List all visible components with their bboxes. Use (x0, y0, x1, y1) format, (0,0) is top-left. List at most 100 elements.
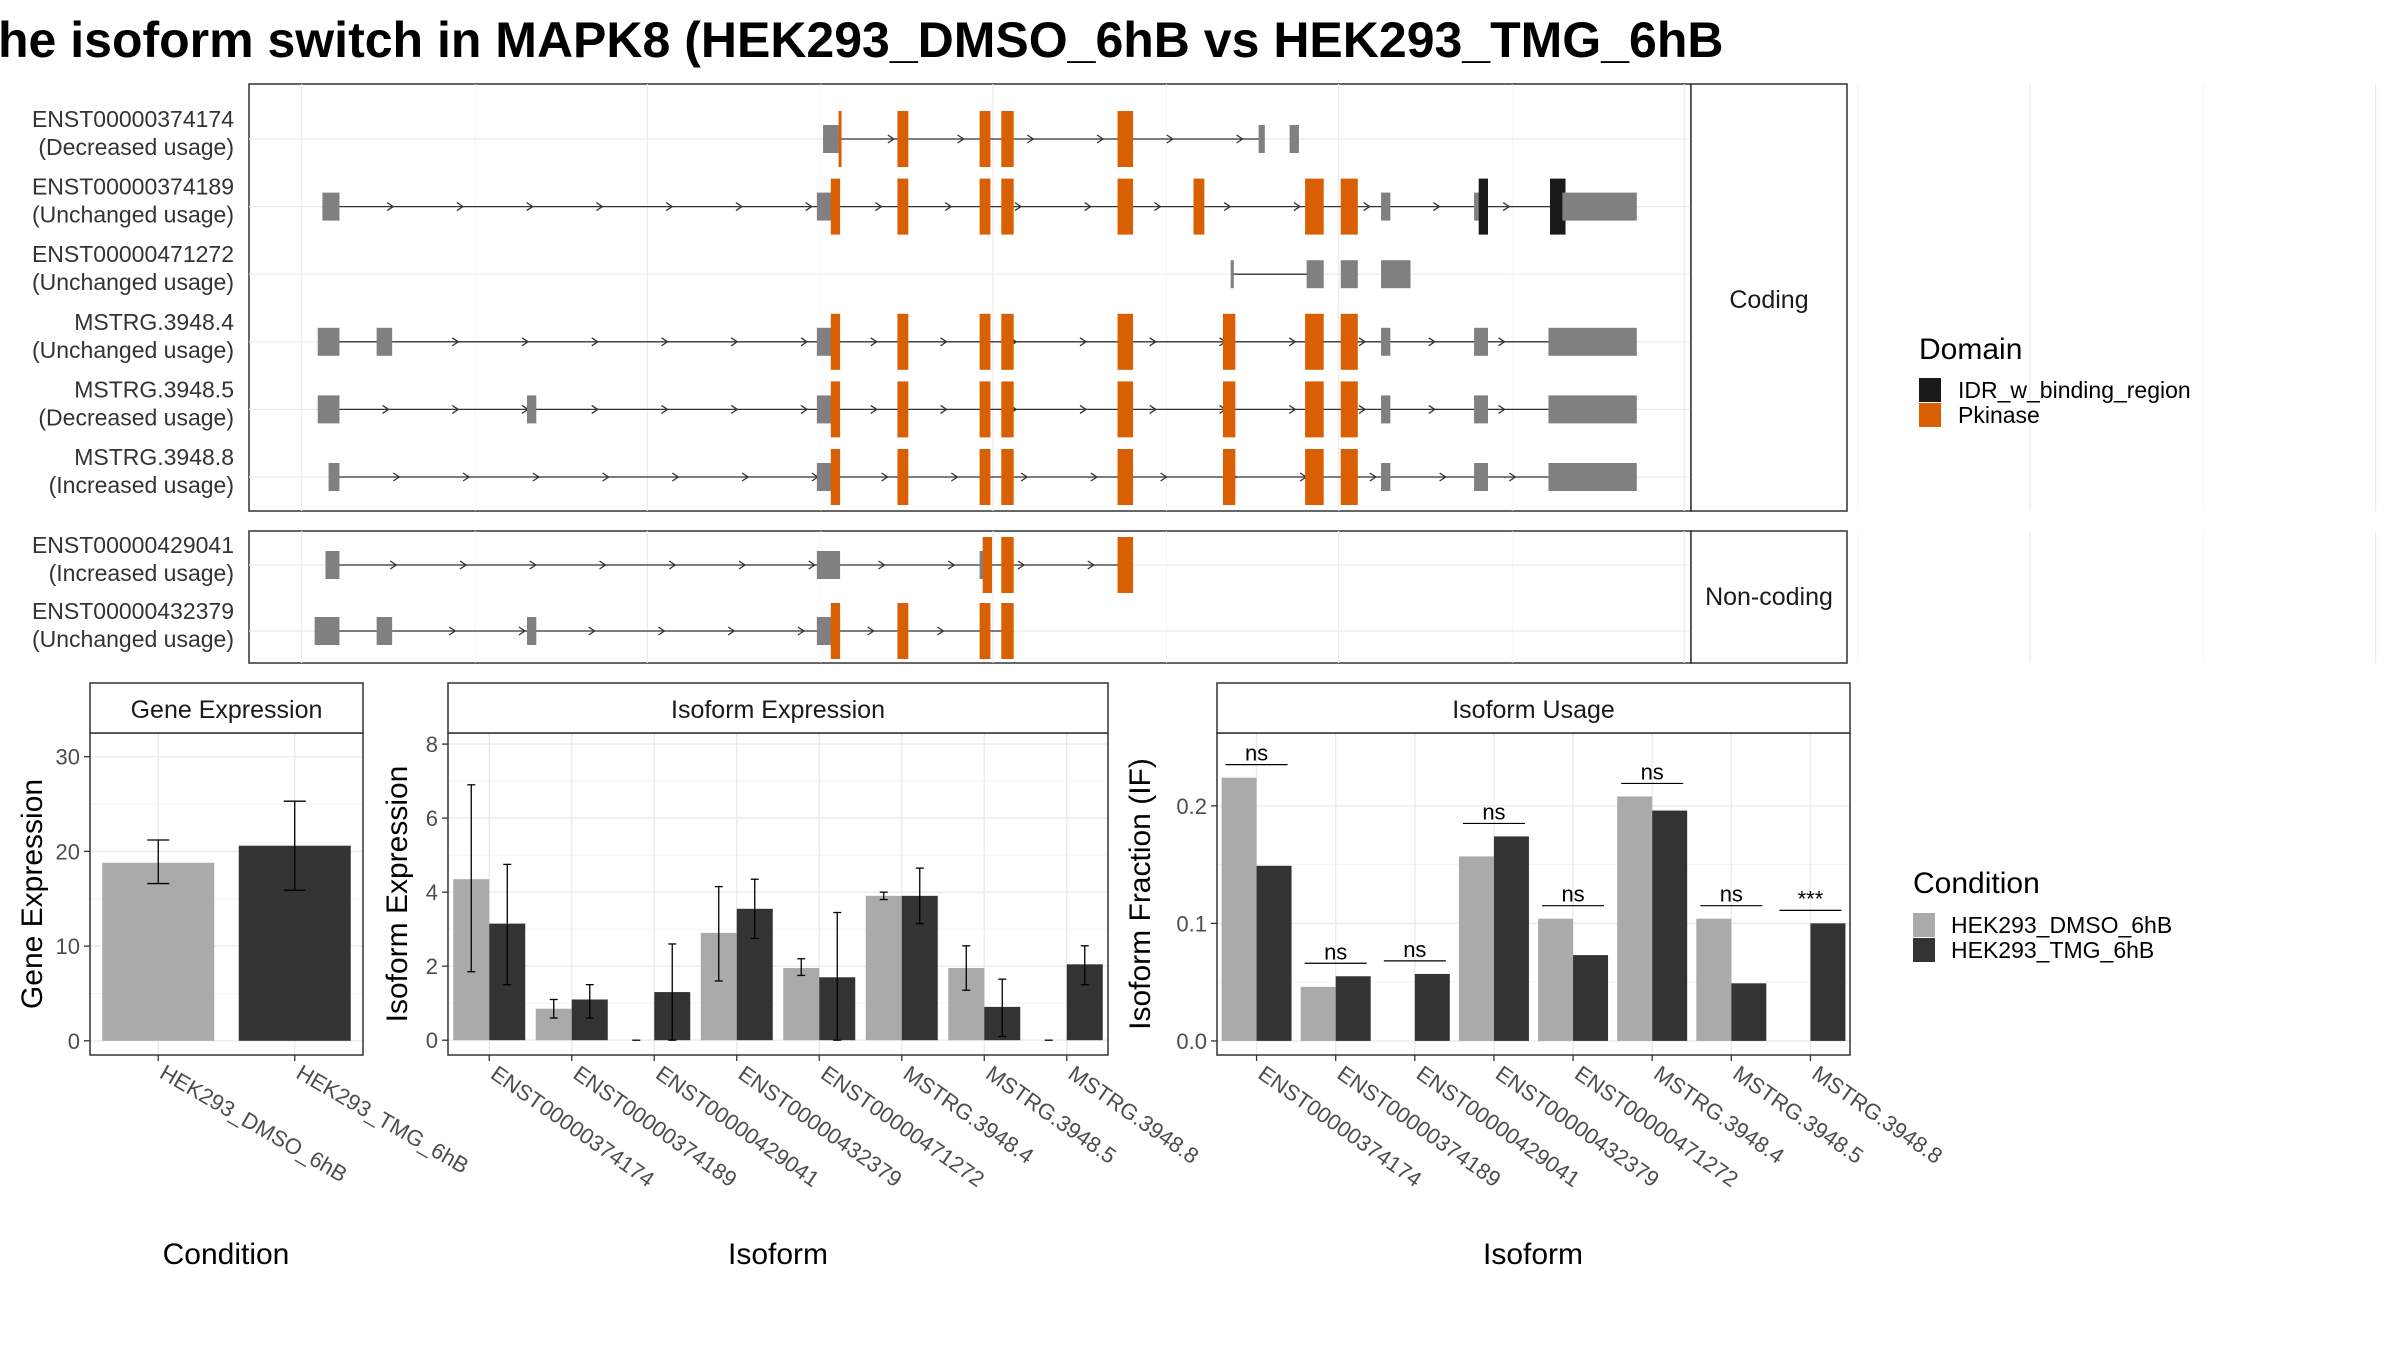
x-tick-label: MSTRG.3948.4 (1649, 1061, 1789, 1169)
intron-arrow (730, 337, 739, 347)
transcript-usage-label: (Unchanged usage) (32, 202, 234, 228)
chart-plot-area (448, 733, 1108, 1055)
pkinase-domain (897, 313, 909, 370)
bar (1696, 918, 1732, 1041)
y-tick-label: 2 (426, 954, 438, 979)
transcript-row: ENST00000429041(Increased usage) (32, 532, 1691, 593)
significance-label: ns (1324, 939, 1347, 964)
intron-arrow (518, 626, 527, 636)
exon-block (823, 125, 839, 153)
intron-arrow (1428, 337, 1436, 347)
intron-arrow (947, 560, 956, 570)
exon-block (816, 551, 841, 579)
y-tick-label: 10 (56, 934, 80, 959)
bar (1414, 973, 1450, 1041)
expression-charts: 0102030HEK293_DMSO_6hBHEK293_TMG_6hBGene… (16, 682, 1947, 1271)
exon-block (1474, 395, 1488, 424)
significance-label: ns (1403, 937, 1426, 962)
intron-arrow (1014, 202, 1023, 212)
transcript-usage-label: (Decreased usage) (38, 134, 234, 160)
bar (1617, 796, 1653, 1041)
pkinase-domain (897, 449, 909, 505)
exon-block (1340, 260, 1358, 289)
exon-block (1306, 260, 1324, 289)
intron-arrow (870, 404, 878, 414)
pkinase-domain (1117, 381, 1134, 438)
y-tick-label: 0 (426, 1028, 438, 1053)
intron-arrow (1154, 202, 1162, 212)
intron-arrow (668, 560, 677, 570)
pkinase-domain (1001, 313, 1014, 370)
significance-label: ns (1641, 759, 1664, 784)
intron-arrow (738, 560, 747, 570)
intron-arrow (730, 404, 739, 414)
bar (1458, 856, 1494, 1041)
pkinase-domain (897, 178, 909, 235)
pkinase-domain (830, 381, 841, 438)
y-axis-title: Isoform Expression (381, 766, 414, 1023)
intron-arrow (870, 337, 878, 347)
intron-arrow (940, 404, 948, 414)
transcript-usage-label: (Increased usage) (49, 472, 234, 498)
y-tick-label: 20 (56, 839, 80, 864)
pkinase-domain (1340, 449, 1358, 505)
intron-arrow (448, 626, 457, 636)
exon-block (1381, 192, 1391, 221)
intron-arrow (1288, 337, 1297, 347)
exon-block (322, 192, 340, 221)
exon-block (1474, 327, 1488, 356)
intron-arrow (532, 472, 541, 482)
intron-arrow (797, 626, 806, 636)
intron-arrow (451, 337, 460, 347)
intron-arrow (887, 134, 895, 144)
pkinase-domain (1340, 178, 1358, 235)
pkinase-domain (897, 603, 909, 659)
chart-panel: 0.00.10.2nsENST00000374174nsENST00000374… (1124, 682, 1947, 1271)
pkinase-domain (1117, 111, 1134, 167)
bar (1300, 986, 1336, 1041)
intron-arrow (1428, 404, 1436, 414)
chart-strip (447, 682, 1109, 734)
intron-arrow (1236, 134, 1244, 144)
pkinase-domain (1001, 381, 1014, 438)
intron-arrow (1508, 472, 1517, 482)
intron-arrow (727, 626, 736, 636)
transcript-id-label: ENST00000471272 (32, 241, 234, 267)
transcript-row: MSTRG.3948.8(Increased usage) (49, 444, 1691, 505)
pkinase-domain (979, 603, 991, 659)
coding-panel-frame (248, 83, 1692, 512)
pkinase-domain (830, 178, 841, 235)
pkinase-domain (897, 381, 909, 438)
pkinase-domain (1305, 313, 1324, 370)
intron-arrow (1363, 202, 1371, 212)
noncoding-strip (1690, 530, 1848, 664)
exon-block (376, 617, 393, 645)
exon-block (1381, 260, 1411, 289)
coding-strip (1690, 83, 1848, 512)
legend-label-tmg: HEK293_TMG_6hB (1951, 937, 2154, 963)
intron-arrow (1166, 134, 1174, 144)
pkinase-domain (1117, 178, 1134, 235)
intron-arrow (881, 472, 889, 482)
pkinase-domain (979, 111, 991, 167)
intron-arrow (805, 202, 813, 212)
intron-arrow (389, 560, 398, 570)
pkinase-domain (1001, 537, 1014, 593)
intron-arrow (1149, 404, 1157, 414)
intron-arrow (1160, 472, 1168, 482)
pkinase-domain (1222, 449, 1236, 505)
intron-arrow (867, 626, 875, 636)
bar (1573, 955, 1609, 1041)
intron-arrow (1223, 202, 1232, 212)
pkinase-domain (1305, 178, 1324, 235)
intron-arrow (661, 404, 669, 414)
intron-arrow (800, 404, 809, 414)
transcript-id-label: ENST00000374189 (32, 174, 234, 200)
pkinase-domain (830, 449, 841, 505)
exon-block (1230, 260, 1234, 289)
exon-block (527, 617, 537, 645)
intron-arrow (800, 337, 809, 347)
transcript-usage-label: (Decreased usage) (38, 404, 234, 430)
bar (1538, 918, 1574, 1041)
